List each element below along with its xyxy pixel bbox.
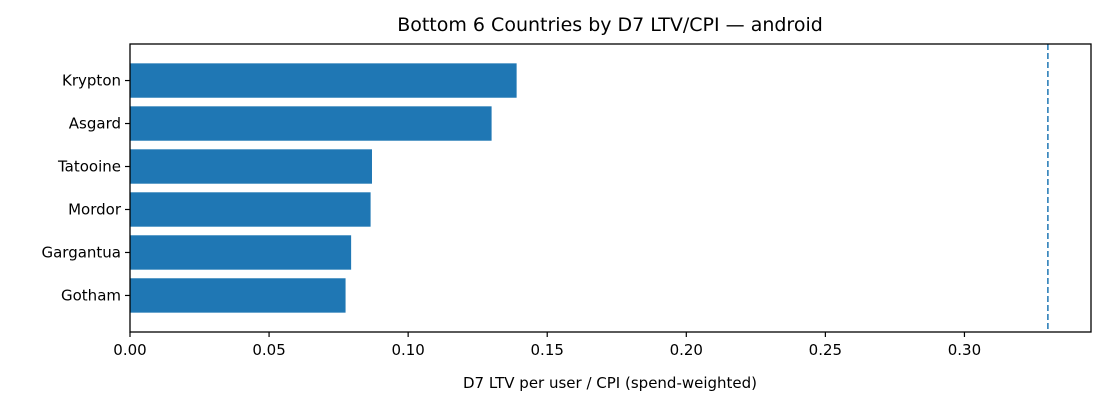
bar-tatooine [130, 149, 372, 184]
x-axis-label: D7 LTV per user / CPI (spend-weighted) [463, 374, 757, 392]
y-tick-label: Mordor [68, 200, 122, 218]
bar-mordor [130, 192, 371, 227]
bars-group [130, 63, 517, 313]
x-tick-label: 0.05 [252, 341, 285, 359]
y-tick-label: Tatooine [57, 158, 121, 176]
y-tick-label: Asgard [69, 115, 121, 133]
x-tick-label: 0.00 [113, 341, 146, 359]
x-tick-label: 0.10 [391, 341, 424, 359]
y-tick-label: Krypton [62, 72, 121, 90]
axes-frame [129, 43, 1092, 333]
x-axis: 0.00 0.05 0.10 0.15 0.20 0.25 0.30 [113, 332, 981, 359]
chart-title: Bottom 6 Countries by D7 LTV/CPI — andro… [397, 14, 823, 36]
x-tick-label: 0.30 [948, 341, 981, 359]
x-tick-label: 0.25 [809, 341, 842, 359]
bar-asgard [130, 106, 492, 141]
y-axis: Krypton Asgard Tatooine Mordor Gargantua Goth… [41, 72, 130, 304]
bar-krypton [130, 63, 517, 98]
y-tick-label: Gotham [61, 286, 121, 304]
y-tick-label: Gargantua [41, 243, 121, 261]
bar-gargantua [130, 235, 352, 270]
bar-gotham [130, 278, 346, 313]
x-tick-label: 0.15 [531, 341, 564, 359]
x-tick-label: 0.20 [670, 341, 703, 359]
